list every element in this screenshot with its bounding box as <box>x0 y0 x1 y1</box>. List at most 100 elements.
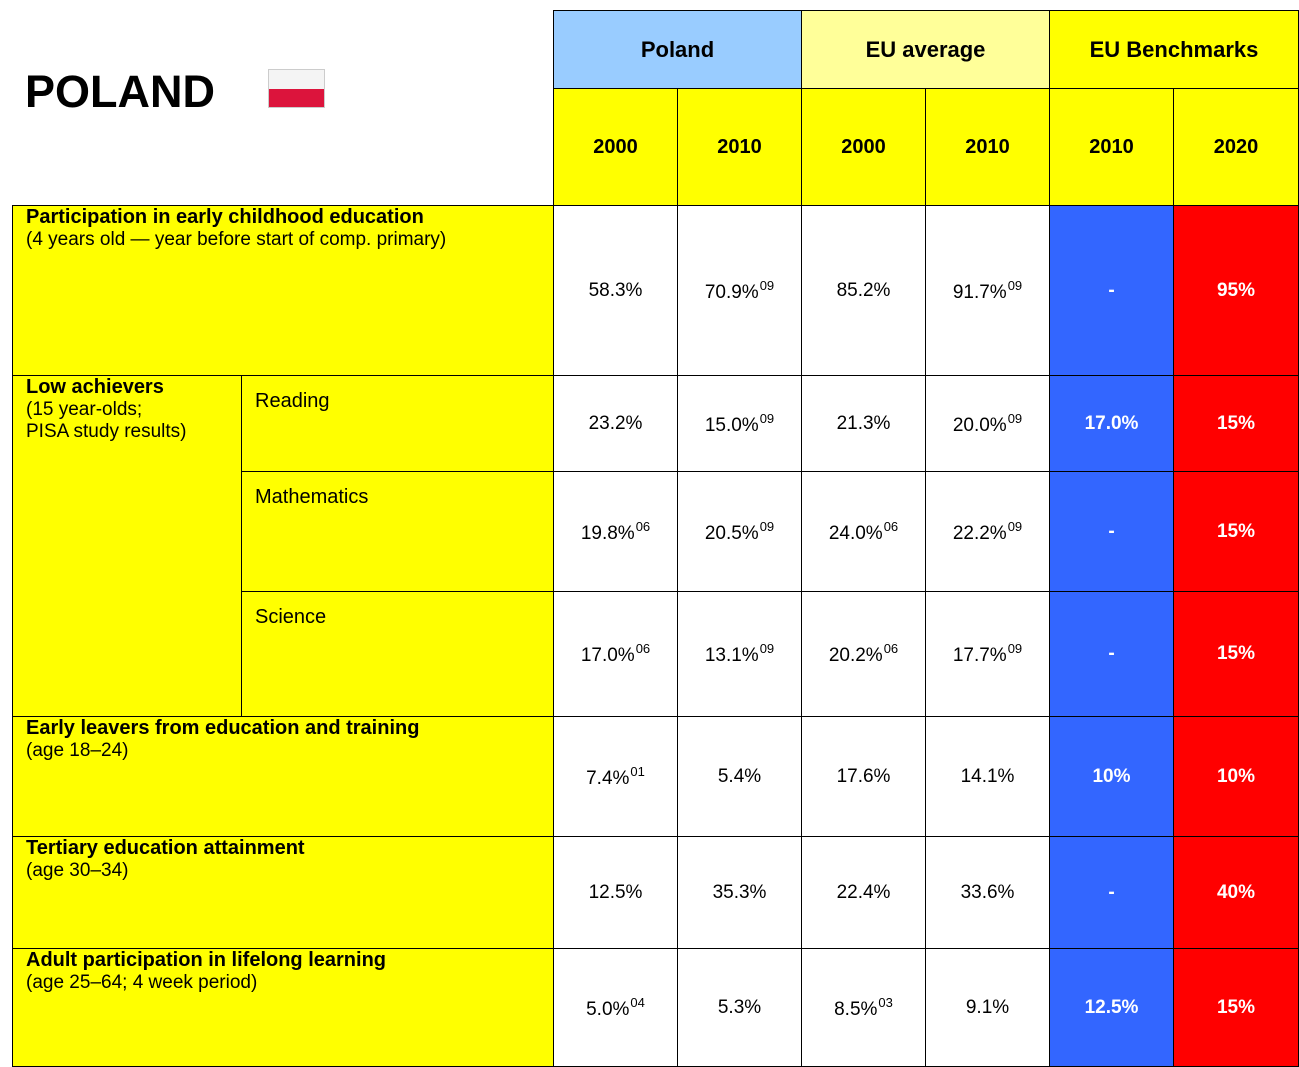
year-label: 2010 <box>717 135 762 158</box>
year-label: 2000 <box>841 135 886 158</box>
footnote: 04 <box>630 994 645 1010</box>
value-text: 24.0% <box>828 522 883 544</box>
value-text: 14.1% <box>960 765 1015 787</box>
value: 58.3% <box>589 280 643 302</box>
value-cell: 9.1% <box>925 948 1050 1067</box>
footnote: 09 <box>759 410 775 426</box>
value-cell: - <box>1049 205 1174 376</box>
value-text: 19.8% <box>580 522 635 544</box>
row-label: Participation in early childhood educati… <box>26 206 424 228</box>
value-text: 10% <box>1092 765 1131 787</box>
value-cell: 21.3% <box>801 375 926 472</box>
value-cell: 12.5% <box>553 836 678 949</box>
value-cell: 22.2%09 <box>925 471 1050 592</box>
value-cell: 7.4%01 <box>553 716 678 837</box>
value-text: - <box>1108 881 1115 903</box>
value-text: - <box>1108 643 1115 664</box>
value-cell: 8.5%03 <box>801 948 926 1067</box>
footnote: 03 <box>878 994 893 1010</box>
group-header: EU Benchmarks <box>1049 10 1299 89</box>
year-header: 2020 <box>1173 88 1299 206</box>
footnote: 09 <box>759 518 775 534</box>
value-cell: 19.8%06 <box>553 471 678 592</box>
row-sublabel: (4 years old — year before start of comp… <box>26 229 447 250</box>
value: 20.0%09 <box>953 411 1022 437</box>
value: 15.0%09 <box>705 411 774 437</box>
value-cell: 5.4% <box>677 716 802 837</box>
footnote: 09 <box>1007 518 1023 534</box>
value: 17.7%09 <box>953 641 1022 667</box>
value: 14.1% <box>961 766 1015 788</box>
group-label: EU average <box>865 36 986 62</box>
group-header: EU average <box>801 10 1050 89</box>
value-cell: - <box>1049 471 1174 592</box>
row-label: Low achievers <box>26 376 164 398</box>
value-cell: 15% <box>1173 375 1299 472</box>
group-label: EU Benchmarks <box>1089 36 1259 62</box>
value-text: 58.3% <box>588 279 643 301</box>
value-text: 15.0% <box>704 414 759 436</box>
value: 12.5% <box>589 882 643 904</box>
row-label: Tertiary education attainment <box>26 837 305 859</box>
value-text: 17.0% <box>1084 412 1139 434</box>
year-label: 2020 <box>1213 135 1259 158</box>
value: 22.4% <box>837 882 891 904</box>
value-text: 12.5% <box>1084 996 1139 1018</box>
value-cell: 33.6% <box>925 836 1050 949</box>
value-cell: 23.2% <box>553 375 678 472</box>
value-cell: 15% <box>1173 471 1299 592</box>
value: 24.0%06 <box>829 519 898 545</box>
value-text: 15% <box>1216 996 1256 1018</box>
value-cell: 95% <box>1173 205 1299 376</box>
value: - <box>1108 521 1114 543</box>
value-text: 17.0% <box>580 645 635 666</box>
value-cell: 13.1%09 <box>677 591 802 717</box>
value-cell: 91.7%09 <box>925 205 1050 376</box>
value-cell: 14.1% <box>925 716 1050 837</box>
value: 15% <box>1217 643 1255 665</box>
value-text: 15% <box>1216 520 1256 542</box>
value-cell: - <box>1049 836 1174 949</box>
value-text: 85.2% <box>836 279 891 301</box>
value-text: 10% <box>1216 765 1256 787</box>
value-cell: 17.6% <box>801 716 926 837</box>
value-text: 91.7% <box>952 281 1007 303</box>
row-label-cell: Adult participation in lifelong learning… <box>12 948 554 1067</box>
value: 35.3% <box>713 882 767 904</box>
footnote: 09 <box>1007 277 1023 293</box>
year-label: 2010 <box>965 135 1010 158</box>
row-sublabel: (age 18–24) <box>26 740 129 761</box>
row-sublabel: (age 25–64; 4 week period) <box>26 972 258 993</box>
value: - <box>1108 643 1114 665</box>
year-header: 2010 <box>677 88 802 206</box>
value-text: 12.5% <box>588 881 643 903</box>
value-text: 20.5% <box>704 522 759 544</box>
value: 70.9%09 <box>705 278 774 304</box>
value: 17.0% <box>1085 413 1139 435</box>
value: 20.2%06 <box>829 641 898 667</box>
value-text: 20.2% <box>828 645 883 666</box>
value-cell: 15% <box>1173 948 1299 1067</box>
footnote: 09 <box>759 641 775 656</box>
value-text: - <box>1108 279 1115 301</box>
value-cell: 20.5%09 <box>677 471 802 592</box>
value-cell: 5.3% <box>677 948 802 1067</box>
subrow-label: Reading <box>255 390 330 412</box>
footnote: 06 <box>883 641 899 656</box>
footnote: 06 <box>635 518 651 534</box>
year-header: 2010 <box>925 88 1050 206</box>
footnote: 09 <box>1007 641 1023 656</box>
row-label-cell: Participation in early childhood educati… <box>12 205 554 376</box>
value: 15% <box>1217 413 1255 435</box>
value: 7.4%01 <box>586 764 645 790</box>
value: 22.2%09 <box>953 519 1022 545</box>
row-label-cell: Early leavers from education and trainin… <box>12 716 554 837</box>
value-text: 23.2% <box>588 412 643 434</box>
value: - <box>1108 882 1114 904</box>
value: 8.5%03 <box>834 995 893 1021</box>
flag <box>268 69 325 108</box>
value: 5.3% <box>718 997 761 1019</box>
value-text: 5.4% <box>717 765 762 787</box>
value-text: 40% <box>1216 881 1256 903</box>
